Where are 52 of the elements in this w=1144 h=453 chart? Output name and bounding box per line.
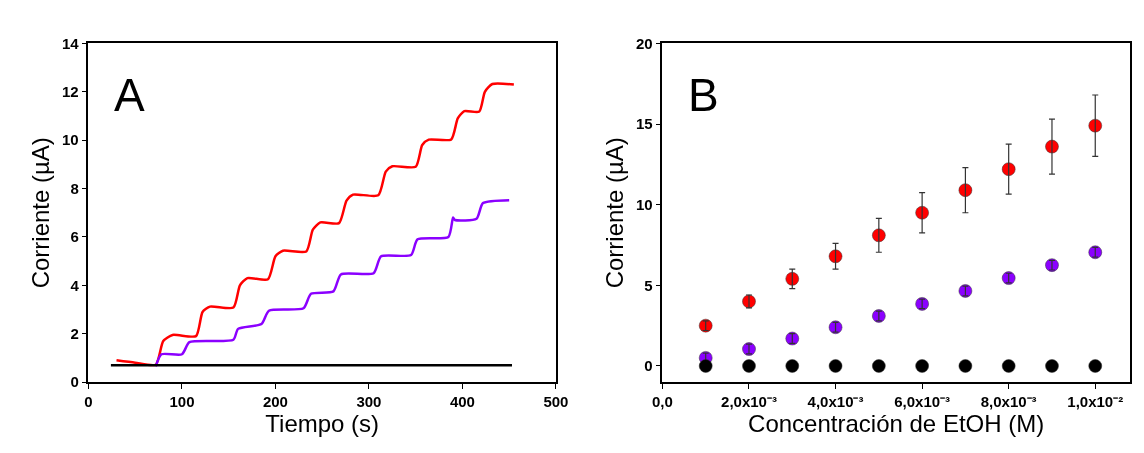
point	[828, 359, 843, 373]
y-axis-title: Corriente (µA)	[26, 137, 54, 289]
x-tick-label: 500	[543, 392, 569, 410]
x-tick-label: 6,0x10⁻³	[894, 392, 951, 410]
y-tick-label: 8	[70, 179, 79, 197]
point	[698, 318, 713, 333]
line-series	[154, 198, 511, 368]
x-axis-title: Tiempo (s)	[265, 409, 380, 437]
point	[958, 359, 973, 373]
x-tick-label: 1,0x10⁻²	[1067, 392, 1124, 410]
y-tick-label: 12	[62, 83, 79, 101]
y-tick-label: 10	[62, 131, 79, 149]
x-tick-label: 0,0	[651, 392, 673, 410]
point	[1001, 359, 1016, 373]
point	[1045, 359, 1059, 373]
x-tick-label: 200	[262, 392, 288, 410]
y-tick-label: 10	[635, 195, 653, 213]
x-axis-title: Concentración de EtOH (M)	[748, 409, 1045, 437]
point	[872, 359, 886, 373]
point	[958, 183, 973, 197]
point	[1001, 271, 1016, 285]
point	[1088, 118, 1102, 133]
x-tick-label: 2,0x10⁻³	[721, 392, 777, 410]
y-tick-label: 5	[644, 276, 653, 294]
x-tick-label: 300	[356, 392, 382, 410]
y-tick-label: 6	[70, 228, 79, 246]
point	[785, 272, 800, 286]
y-tick-label: 0	[644, 357, 653, 375]
y-tick-label: 2	[70, 324, 79, 342]
point	[742, 359, 756, 373]
x-tick-label: 400	[449, 392, 475, 410]
x-tick-label: 8,0x10⁻³	[980, 392, 1037, 410]
x-tick-label: 0	[84, 392, 93, 410]
x-tick-label: 4,0x10⁻³	[807, 392, 864, 410]
y-tick-label: 15	[635, 115, 653, 133]
y-tick-label: 14	[62, 34, 80, 52]
point	[785, 331, 800, 346]
annotation: A	[114, 69, 145, 121]
point	[828, 249, 843, 264]
point	[1088, 359, 1102, 373]
x-tick-label: 100	[169, 392, 195, 410]
point	[915, 359, 929, 373]
point	[958, 284, 973, 298]
point	[1001, 162, 1016, 176]
y-axis-title: Corriente (µA)	[600, 137, 628, 289]
y-tick-label: 4	[70, 276, 80, 294]
annotation: B	[688, 69, 719, 121]
y-tick-label: 0	[70, 373, 79, 391]
point	[698, 359, 713, 373]
point	[785, 359, 800, 373]
point	[872, 228, 886, 243]
y-tick-label: 20	[635, 34, 653, 52]
